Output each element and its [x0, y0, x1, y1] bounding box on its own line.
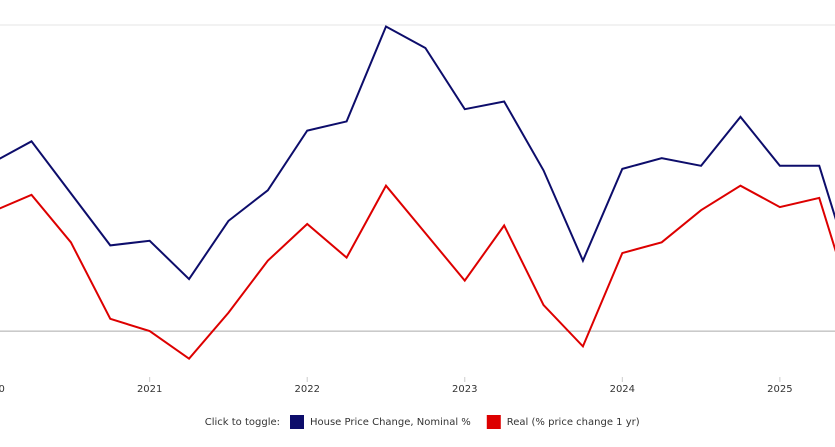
x-tick-label: 2020	[0, 384, 5, 395]
x-tick-label: 2024	[610, 384, 635, 395]
x-tick-label: 2022	[294, 384, 319, 395]
legend-label: Real (% price change 1 yr)	[507, 417, 640, 428]
x-tick-label: 2021	[137, 384, 162, 395]
legend: Click to toggle: House Price Change, Nomi…	[205, 415, 640, 429]
legend-label: House Price Change, Nominal %	[310, 417, 471, 428]
series-line	[0, 183, 835, 360]
legend-swatch	[486, 415, 501, 429]
legend-swatch	[290, 415, 304, 429]
series-line	[0, 25, 835, 281]
x-tick-label: 2023	[452, 384, 477, 395]
legend-item[interactable]: House Price Change, Nominal %	[290, 415, 471, 429]
legend-item[interactable]: Real (% price change 1 yr)	[486, 415, 640, 429]
x-tick-label: 2025	[767, 384, 792, 395]
legend-prompt: Click to toggle:	[205, 417, 280, 428]
